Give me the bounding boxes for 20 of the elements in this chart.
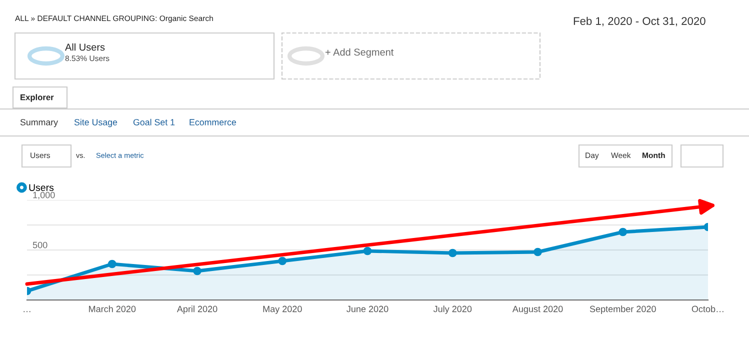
x-tick-label: July 2020 (433, 306, 472, 314)
x-tick-label: September 2020 (590, 306, 656, 314)
x-tick-label: … (24, 311, 30, 312)
text: Site Usage (74, 118, 118, 128)
y-tick-label: 1,000 (33, 192, 55, 200)
x-tick-label: April 2020 (176, 306, 218, 314)
text: Ecommerce (190, 119, 236, 126)
text: All Users (65, 43, 105, 51)
x-tick-label: Octob… (692, 306, 724, 312)
text: Feb 1, 2020 - Oct 31, 2020 (574, 16, 706, 26)
x-tick-label: June 2020 (346, 306, 388, 312)
x-tick-label: March 2020 (89, 306, 136, 312)
x-tick-label: August 2020 (512, 306, 563, 314)
text: + Add Segment (325, 48, 394, 58)
y-tick-label: 500 (32, 242, 48, 248)
x-tick-label: May 2020 (263, 306, 302, 314)
text: Goal Set 1 (133, 118, 175, 126)
text: Explorer (20, 94, 54, 102)
legend-label: Users (29, 184, 54, 191)
text: Summary (20, 119, 58, 128)
